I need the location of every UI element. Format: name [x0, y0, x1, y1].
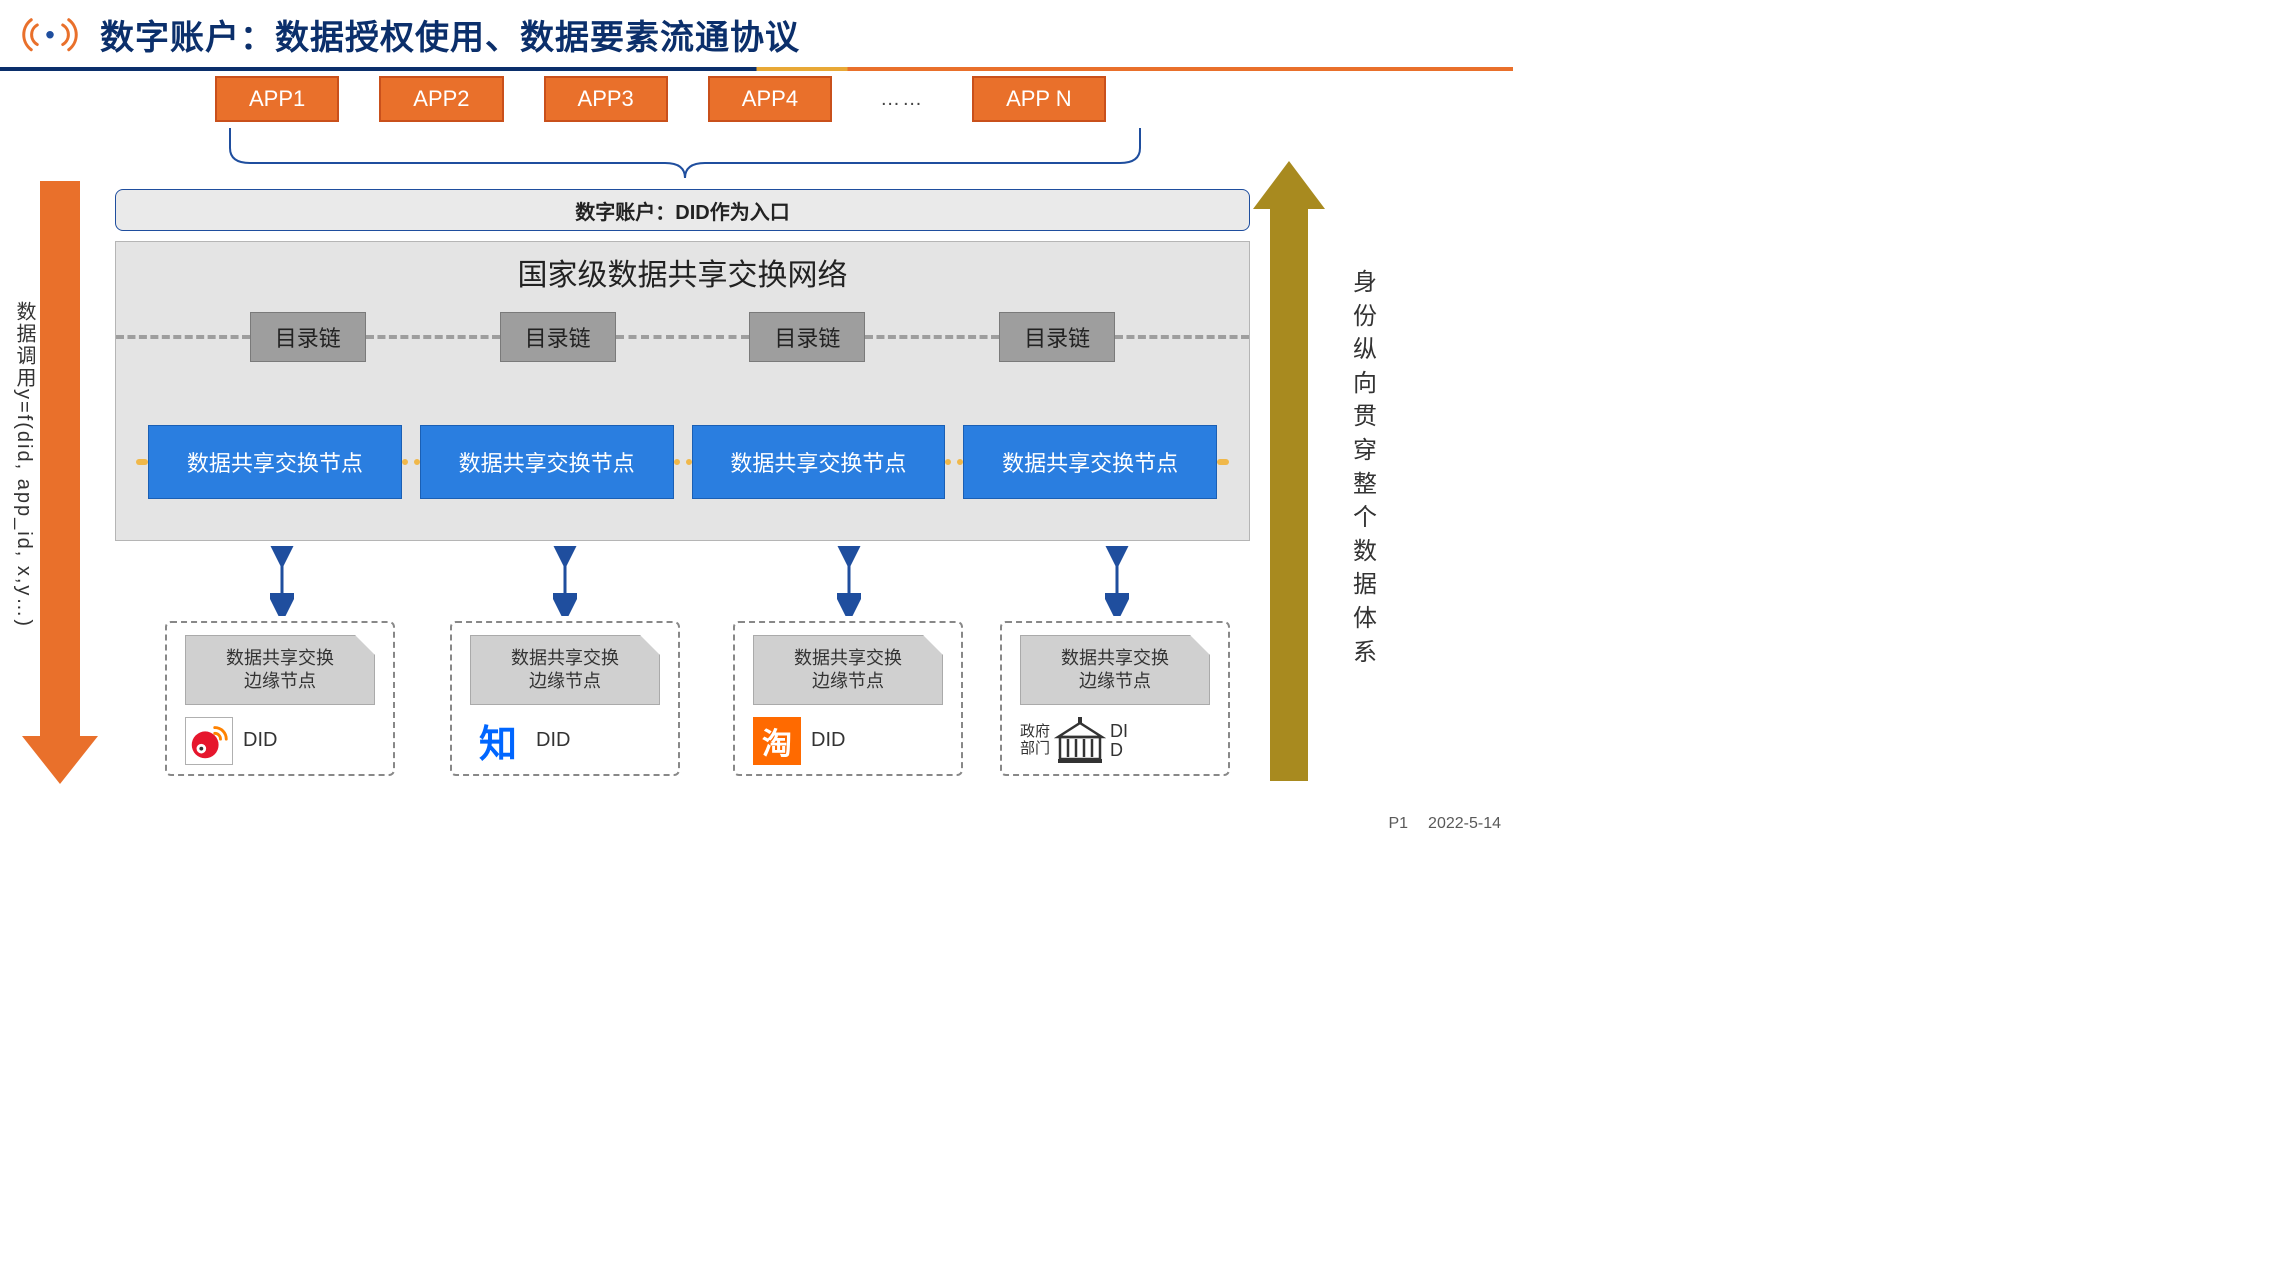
dash-segment [1115, 335, 1249, 339]
did-label: DID [811, 729, 845, 752]
dot-segment [674, 459, 692, 465]
apps-row: APP1 APP2 APP3 APP4 …… APP N [215, 76, 1150, 122]
government-icon [1054, 717, 1106, 765]
app-box: APP1 [215, 76, 339, 122]
app-box: APP2 [379, 76, 503, 122]
catalog-row: 目录链 目录链 目录链 目录链 [116, 312, 1249, 362]
did-entry-label: 数字账户：DID作为入口 [575, 196, 789, 225]
double-arrow [1105, 546, 1129, 616]
right-arrow-head [1253, 161, 1325, 209]
weibo-icon [185, 717, 233, 765]
double-arrow [553, 546, 577, 616]
right-arrow-label: 身份纵向贯穿整个数据体系 [1352, 266, 1378, 669]
edge-node-panel: 数据共享交换 边缘节点 政府 部门 DI D [1000, 621, 1230, 776]
catalog-box: 目录链 [999, 312, 1115, 362]
catalog-box: 目录链 [250, 312, 366, 362]
page-number: P1 [1388, 815, 1408, 833]
left-arrow-label: 数据调用y=f(did, app_id, x,y…) [10, 301, 39, 631]
gov-label: 政府 部门 [1020, 724, 1050, 757]
edge-node-label: 数据共享交换 边缘节点 [1020, 635, 1210, 705]
exchange-node-box: 数据共享交换节点 [963, 425, 1217, 499]
catalog-box: 目录链 [749, 312, 865, 362]
dot-segment [945, 459, 963, 465]
edge-node-label: 数据共享交换 边缘节点 [185, 635, 375, 705]
edge-node-bottom: DID [185, 713, 383, 768]
right-arrow-shaft [1270, 206, 1308, 781]
dash-segment [366, 335, 500, 339]
app-box: APP N [972, 76, 1106, 122]
dot-segment [136, 459, 148, 465]
taobao-icon: 淘 [753, 717, 801, 765]
zhihu-icon: 知 [470, 717, 526, 765]
dot-segment [402, 459, 420, 465]
double-arrow [270, 546, 294, 616]
exchange-node-box: 数据共享交换节点 [692, 425, 946, 499]
footer-date: 2022-5-14 [1428, 815, 1501, 833]
double-arrow [837, 546, 861, 616]
content-area: 数据调用y=f(did, app_id, x,y…) 身份纵向贯穿整个数据体系 … [0, 71, 1513, 841]
edge-node-label: 数据共享交换 边缘节点 [753, 635, 943, 705]
did-label: DI D [1110, 722, 1128, 760]
did-entry-box: 数字账户：DID作为入口 [115, 189, 1250, 231]
edge-node-bottom: 淘 DID [753, 713, 951, 768]
brace-connector [225, 123, 1145, 183]
wifi-icon [20, 15, 80, 55]
edge-node-panel: 数据共享交换 边缘节点 淘 DID [733, 621, 963, 776]
app-ellipsis: …… [872, 88, 932, 111]
network-panel: 国家级数据共享交换网络 目录链 目录链 目录链 目录链 数据共享交换节点 数据共… [115, 241, 1250, 541]
exchange-node-box: 数据共享交换节点 [148, 425, 402, 499]
app-box: APP4 [708, 76, 832, 122]
catalog-box: 目录链 [500, 312, 616, 362]
left-arrow-shaft [40, 181, 80, 736]
edge-node-bottom: 知 DID [470, 713, 668, 768]
app-box: APP3 [544, 76, 668, 122]
exchange-node-box: 数据共享交换节点 [420, 425, 674, 499]
network-title: 国家级数据共享交换网络 [116, 250, 1249, 294]
dot-segment [1217, 459, 1229, 465]
edge-node-label: 数据共享交换 边缘节点 [470, 635, 660, 705]
footer: P1 2022-5-14 [1388, 815, 1501, 833]
edge-node-panel: 数据共享交换 边缘节点 知 DID [450, 621, 680, 776]
did-label: DID [536, 729, 570, 752]
header: 数字账户：数据授权使用、数据要素流通协议 [0, 0, 1513, 71]
did-label: DID [243, 729, 277, 752]
dash-segment [616, 335, 750, 339]
diagram: APP1 APP2 APP3 APP4 …… APP N 数字账户：DID作为入… [115, 71, 1250, 831]
dash-segment [116, 335, 250, 339]
left-arrow-head [22, 736, 98, 784]
nodes-row: 数据共享交换节点 数据共享交换节点 数据共享交换节点 数据共享交换节点 [136, 427, 1229, 497]
edge-node-bottom: 政府 部门 DI D [1020, 713, 1218, 768]
page-title: 数字账户：数据授权使用、数据要素流通协议 [100, 10, 800, 59]
dash-segment [865, 335, 999, 339]
edge-node-panel: 数据共享交换 边缘节点 DID [165, 621, 395, 776]
